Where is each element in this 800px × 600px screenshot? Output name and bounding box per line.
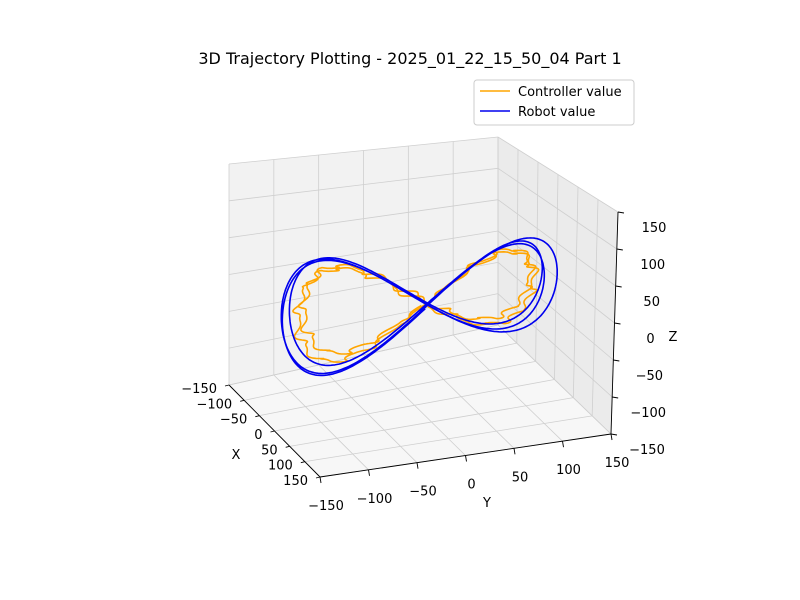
y-axis-label: Y [482,496,491,511]
z-tick-mark [612,396,619,399]
y-tick-mark [368,469,370,476]
pane-floor [229,325,611,477]
y-tick-mark [610,433,613,441]
x-axis-label: X [232,448,241,463]
x-tick-mark [240,399,245,402]
z-tick-mark [613,359,620,362]
x-tick-label: −50 [220,413,247,428]
x-tick-label: −100 [196,397,232,412]
z-axis-label: Z [669,330,678,345]
y-tick-mark [465,455,467,462]
y-tick-label: −50 [409,485,436,500]
chart-title: 3D Trajectory Plotting - 2025_01_22_15_5… [198,49,621,69]
y-tick-label: 100 [556,463,581,478]
x-tick-label: 0 [254,428,262,443]
grid-line [228,136,499,165]
series-lines [280,237,559,377]
legend: Controller value Robot value [473,79,635,126]
grid-line [452,334,563,442]
z-tick-mark [614,322,621,325]
x-tick-mark [255,415,260,418]
grid-line [591,199,599,416]
y-tick-label: 50 [512,470,529,485]
x-tick-mark [270,430,275,433]
z-tick-label: −150 [629,443,665,458]
grid-line [228,167,499,202]
axis-lines [224,211,625,484]
y-tick-label: 150 [605,456,630,471]
robot-value-line [280,237,559,377]
z-tick-label: 100 [640,258,665,273]
grid-line [497,136,619,213]
x-tick-mark [300,461,305,464]
x-tick-label: −150 [181,382,217,397]
z-tick-mark [615,285,622,288]
z-tick-label: −100 [630,406,666,421]
y-tick-mark [562,441,564,448]
legend-box [473,79,635,126]
y-tick-label: −150 [308,499,344,514]
z-tick-label: 50 [643,295,660,310]
x-tick-label: 50 [261,443,278,458]
x-tick-mark [315,476,321,479]
z-tick-mark [617,211,625,214]
z-tick-label: 150 [642,221,667,236]
legend-label-controller: Controller value [518,85,622,100]
y-tick-mark [416,462,419,469]
z-tick-mark [610,433,618,436]
y-tick-mark [513,448,516,455]
y-tick-label: 0 [467,478,475,493]
z-tick-label: 0 [646,332,654,347]
z-tick-mark [616,248,623,251]
legend-label-robot: Robot value [518,105,595,120]
x-tick-label: 150 [283,474,308,489]
pane-back-y [498,137,618,434]
z-tick-label: −50 [636,369,663,384]
x-tick-mark [285,445,290,448]
grid-line [497,324,612,435]
y-tick-label: −100 [357,492,393,507]
y-tick-mark [319,476,322,484]
x-tick-mark [224,384,230,387]
x-tick-label: 100 [268,459,293,474]
